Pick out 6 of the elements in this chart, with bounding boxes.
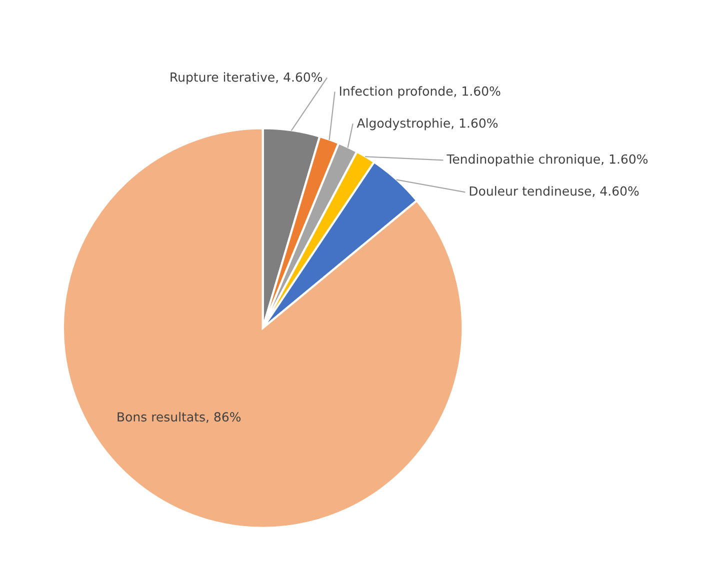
slice-label: Infection profonde, 1.60% xyxy=(340,86,500,98)
slice-label: Douleur tendineuse, 4.60% xyxy=(470,186,639,198)
slice-label: Tendinopathie chronique, 1.60% xyxy=(446,154,648,166)
slice-label: Algodystrophie, 1.60% xyxy=(356,118,498,130)
slice-label: Bons resultats, 86% xyxy=(118,412,241,423)
slice-label: Rupture iterative, 4.60% xyxy=(170,72,322,84)
